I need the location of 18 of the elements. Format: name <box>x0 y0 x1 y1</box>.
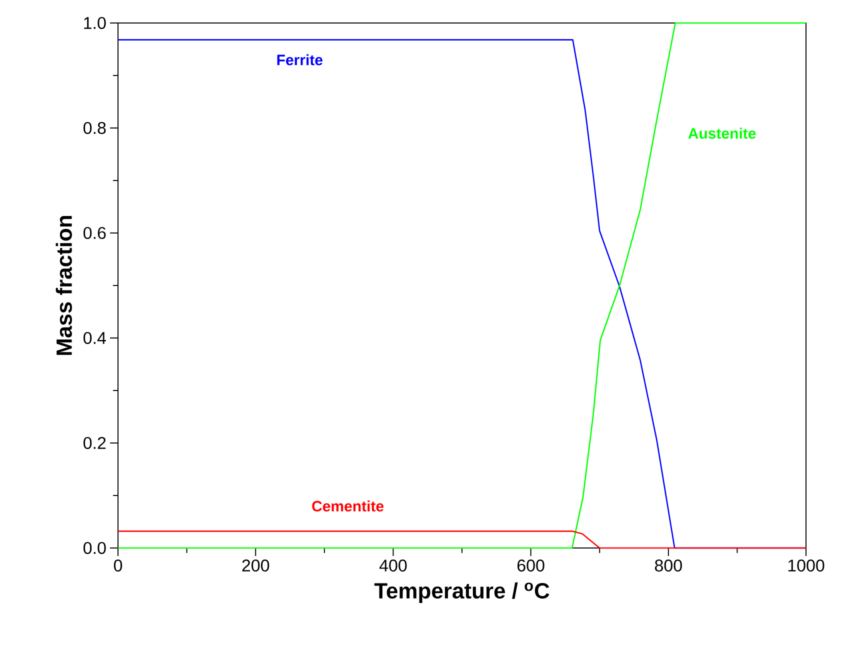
line-series <box>117 530 807 549</box>
y-tick-label: 1.0 <box>84 16 106 30</box>
x-tick-label: 1000 <box>788 560 824 572</box>
y-tick-label: 0.4 <box>84 332 106 344</box>
y-axis-title: Mass fraction <box>56 216 72 355</box>
y-tick-label: 0.8 <box>84 122 106 134</box>
y-tick-label: 0.0 <box>84 542 106 554</box>
x-tick-label: 0 <box>114 560 122 572</box>
y-tick-label: 0.2 <box>84 436 106 450</box>
y-tick-label: 0.6 <box>84 226 106 240</box>
x-tick-label: 400 <box>379 560 407 572</box>
series-label: Ferrite <box>277 54 322 66</box>
x-tick-label: 800 <box>654 560 682 572</box>
text: Austenite <box>688 128 756 139</box>
x-tick-label: 200 <box>242 560 270 572</box>
x-axis-title: Temperature / $^{o}$C <box>374 582 550 603</box>
x-tick-label: 600 <box>517 560 544 572</box>
series-label: Cementite <box>312 500 384 512</box>
